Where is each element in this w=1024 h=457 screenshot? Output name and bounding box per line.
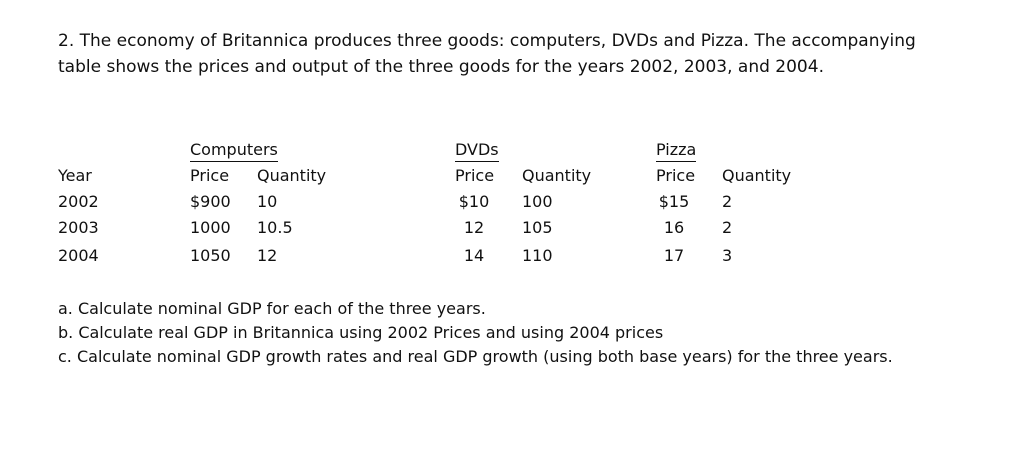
computers-quantity-header: Quantity (257, 166, 327, 185)
pizza-quantity-cell: 2 (722, 192, 733, 211)
table-row-year: 2004 (58, 246, 99, 265)
question-b: b. Calculate real GDP in Britannica usin… (58, 323, 664, 342)
question-a: a. Calculate nominal GDP for each of the… (58, 299, 486, 318)
pizza-price-cell: 16 (663, 218, 685, 237)
table-row-year: 2003 (58, 218, 99, 237)
computers-group-header: Computers (190, 140, 278, 162)
pizza-quantity-cell: 2 (722, 218, 733, 237)
dvds-group-header: DVDs (455, 140, 499, 162)
pizza-price-cell: $15 (658, 192, 690, 211)
computers-price-cell: 1050 (190, 246, 231, 265)
dvds-quantity-cell: 110 (522, 246, 553, 265)
pizza-quantity-cell: 3 (722, 246, 733, 265)
pizza-group-header: Pizza (656, 140, 697, 162)
problem-statement-line-1: 2. The economy of Britannica produces th… (58, 31, 916, 51)
problem-statement-line-2: table shows the prices and output of the… (58, 57, 824, 77)
dvds-price-cell: 14 (463, 246, 485, 265)
table-row-year: 2002 (58, 192, 99, 211)
year-column-header: Year (58, 166, 92, 185)
question-c: c. Calculate nominal GDP growth rates an… (58, 347, 893, 366)
pizza-price-cell: 17 (663, 246, 685, 265)
computers-price-header: Price (190, 166, 230, 185)
dvds-quantity-cell: 105 (522, 218, 553, 237)
computers-price-cell: $900 (190, 192, 231, 211)
computers-quantity-cell: 12 (257, 246, 278, 265)
computers-quantity-cell: 10.5 (257, 218, 293, 237)
dvds-price-header: Price (455, 166, 495, 185)
pizza-price-header: Price (656, 166, 696, 185)
dvds-price-cell: $10 (458, 192, 490, 211)
dvds-quantity-cell: 100 (522, 192, 553, 211)
pizza-quantity-header: Quantity (722, 166, 792, 185)
dvds-quantity-header: Quantity (522, 166, 592, 185)
question-list: a. Calculate nominal GDP for each of the… (58, 297, 1018, 369)
computers-quantity-cell: 10 (257, 192, 278, 211)
problem-statement: 2. The economy of Britannica produces th… (58, 28, 998, 80)
dvds-price-cell: 12 (463, 218, 485, 237)
computers-price-cell: 1000 (190, 218, 231, 237)
